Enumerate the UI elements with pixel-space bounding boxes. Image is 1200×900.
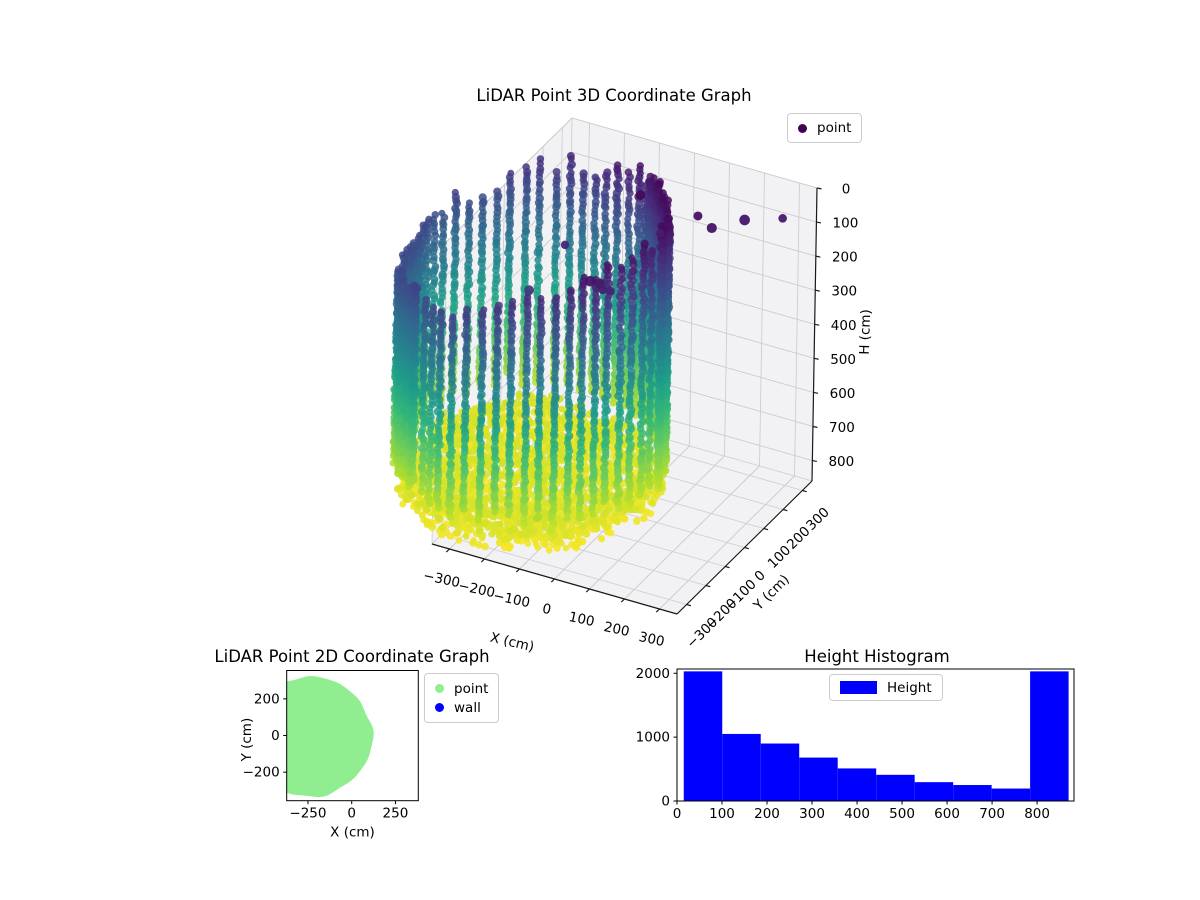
point-marker-icon (435, 684, 444, 693)
scan-points-blob (286, 676, 374, 798)
height-bar-marker-icon (840, 681, 877, 694)
plot2d-xlabel: X (cm) (330, 825, 375, 841)
x-tick-label: 200 (754, 806, 780, 822)
x-tick-label: 600 (934, 806, 960, 822)
histogram-bar (991, 788, 1031, 801)
y-tick-label: 200 (254, 691, 280, 707)
plot2d-legend-label-wall: wall (454, 699, 481, 716)
x-tick-label: 100 (709, 806, 735, 822)
x-tick-label: 250 (383, 806, 409, 822)
y-tick-label: 0 (661, 794, 670, 810)
histogram-legend: Height (829, 674, 943, 701)
point-marker-icon (798, 123, 807, 133)
plot3d-title: LiDAR Point 3D Coordinate Graph (476, 86, 752, 105)
x-tick-label: 500 (889, 806, 915, 822)
plot2d-legend: point wall (424, 673, 500, 723)
y-tick-label: 2000 (636, 666, 670, 682)
wall-marker-icon (435, 703, 444, 712)
x-tick-label: 0 (673, 806, 682, 822)
histogram-bar (1030, 671, 1069, 801)
y-tick-label: 1000 (636, 730, 670, 746)
histogram-bar (722, 733, 761, 801)
plot3d-legend: point (787, 113, 863, 143)
histogram-bar (760, 743, 800, 801)
x-tick-label: 300 (799, 806, 825, 822)
x-tick-label: 0 (347, 806, 356, 822)
x-tick-label: 700 (979, 806, 1005, 822)
histogram-bar (799, 757, 838, 801)
plot2d-legend-label-point: point (454, 680, 489, 697)
y-tick-label: −200 (243, 765, 280, 781)
histogram-axes-box (676, 668, 1075, 802)
plot2d-ylabel: Y (cm) (239, 718, 255, 763)
x-tick-label: 800 (1024, 806, 1050, 822)
histogram-bar (683, 671, 723, 801)
histogram-bar (837, 768, 877, 801)
x-tick-label: 400 (844, 806, 870, 822)
histogram-bar (876, 774, 915, 801)
histogram-title: Height Histogram (804, 647, 950, 666)
plot2d-title: LiDAR Point 2D Coordinate Graph (214, 647, 490, 666)
histogram-legend-label: Height (887, 679, 932, 696)
plot3d-legend-label: point (817, 120, 852, 136)
y-tick-label: 0 (271, 728, 280, 744)
histogram-bar (914, 782, 954, 801)
plot3d-canvas (300, 105, 910, 670)
x-tick-label: −250 (289, 806, 326, 822)
histogram-bar (953, 785, 992, 801)
